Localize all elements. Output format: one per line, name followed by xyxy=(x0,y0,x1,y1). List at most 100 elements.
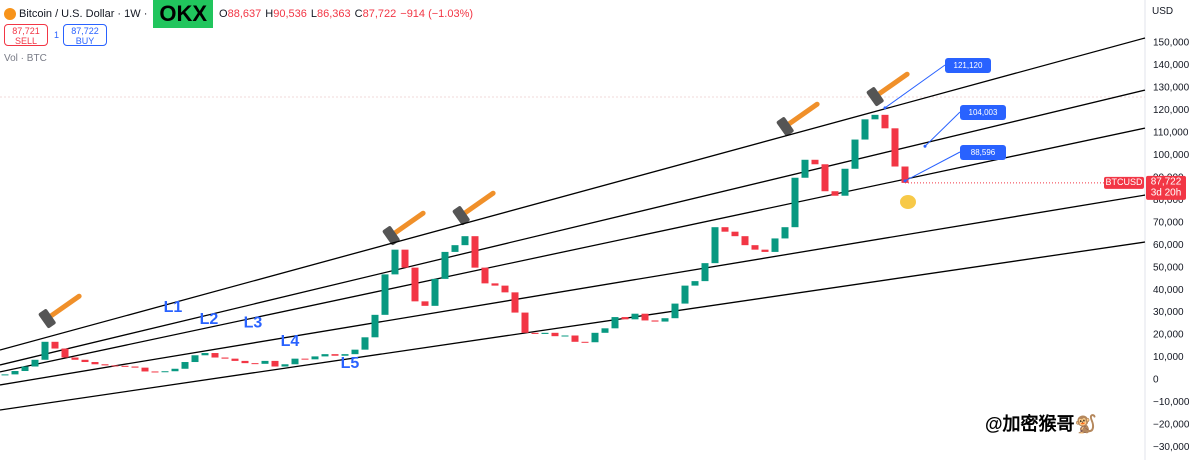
callout-label: 88,596 xyxy=(971,148,996,157)
symbol: Bitcoin / U.S. Dollar · 1W · xyxy=(19,8,148,20)
bitcoin-icon xyxy=(4,8,16,20)
line-label: L2 xyxy=(200,311,219,328)
watermark: @加密猴哥🐒 xyxy=(985,414,1097,434)
candle xyxy=(811,159,819,165)
candle xyxy=(141,367,149,372)
header: Bitcoin / U.S. Dollar · 1W · OKX O88,637… xyxy=(4,0,473,28)
hammer-icon xyxy=(452,190,496,226)
y-tick-label: 20,000 xyxy=(1153,330,1184,341)
candle xyxy=(481,267,489,284)
y-tick-label: 50,000 xyxy=(1153,262,1184,273)
callout-arrow xyxy=(904,151,961,182)
hand-icon xyxy=(900,195,916,209)
y-tick-label: 0 xyxy=(1153,375,1159,386)
candle xyxy=(601,328,609,333)
candle xyxy=(731,231,739,237)
candle xyxy=(681,285,689,304)
y-tick-label: 60,000 xyxy=(1153,240,1184,251)
trend-line xyxy=(0,127,1146,373)
y-tick-label: 130,000 xyxy=(1153,83,1190,94)
symbol-tag-bg xyxy=(1104,176,1144,189)
candle xyxy=(891,128,899,167)
hammer-icon xyxy=(776,101,820,137)
candle xyxy=(101,364,109,366)
candle xyxy=(31,359,39,367)
candle xyxy=(741,236,749,246)
hammer-icon xyxy=(866,71,910,107)
candle xyxy=(171,368,179,372)
y-tick-label: 10,000 xyxy=(1153,352,1184,363)
candle xyxy=(541,332,549,334)
candle xyxy=(11,371,19,375)
candle xyxy=(671,303,679,319)
candle xyxy=(251,363,259,365)
candle xyxy=(821,164,829,192)
y-tick-label: 140,000 xyxy=(1153,60,1190,71)
candle xyxy=(21,366,29,372)
ohlc-key: C xyxy=(354,8,363,20)
candle xyxy=(51,341,59,349)
exchange-badge: OKX xyxy=(153,0,214,28)
line-label: L5 xyxy=(341,355,360,372)
callout-tip xyxy=(923,144,927,148)
candle xyxy=(231,358,239,361)
candle xyxy=(421,301,429,306)
callout-label: 104,003 xyxy=(969,108,998,117)
candle xyxy=(721,227,729,232)
candle xyxy=(131,366,139,368)
y-tick-label: 70,000 xyxy=(1153,217,1184,228)
y-tick-label: 80,000 xyxy=(1153,195,1184,206)
candle xyxy=(111,365,119,367)
candle xyxy=(551,332,559,337)
callout-box xyxy=(945,58,991,73)
candle xyxy=(781,227,789,239)
candle xyxy=(411,267,419,302)
candle xyxy=(651,320,659,322)
buy-button[interactable]: 87,722 BUY xyxy=(63,24,107,46)
hammer-icon xyxy=(382,210,426,246)
y-tick-label: −10,000 xyxy=(1153,397,1190,408)
currency: USD xyxy=(1152,6,1174,17)
candle xyxy=(191,355,199,363)
spread: 1 xyxy=(54,30,60,40)
candle xyxy=(441,251,449,279)
candle xyxy=(491,283,499,286)
candle xyxy=(91,362,99,365)
sell-price: 87,721 xyxy=(12,26,40,36)
price-tag: 87,722 xyxy=(1151,177,1182,188)
ohlc-value: 90,536 xyxy=(273,8,307,20)
candle xyxy=(521,312,529,333)
candle xyxy=(61,348,69,358)
line-label: L3 xyxy=(244,314,263,331)
candle xyxy=(41,341,49,360)
candle xyxy=(531,332,539,334)
candle xyxy=(391,249,399,275)
candle xyxy=(791,177,799,228)
candle xyxy=(901,166,909,183)
ohlc-key: O xyxy=(219,8,228,20)
candle xyxy=(501,285,509,293)
ohlc-value: 86,363 xyxy=(317,8,351,20)
callout-arrow xyxy=(884,64,946,109)
candle xyxy=(571,335,579,342)
ohlc: O88,637 H90,536 L86,363 C87,722 xyxy=(219,8,400,20)
candle xyxy=(211,353,219,358)
candle xyxy=(851,139,859,169)
buy-price: 87,722 xyxy=(71,26,99,36)
candle xyxy=(701,263,709,282)
candle xyxy=(691,281,699,286)
trend-line xyxy=(0,89,1146,366)
candle xyxy=(471,236,479,268)
candle xyxy=(1,374,9,376)
hammer-icons xyxy=(38,71,910,329)
candle xyxy=(841,168,849,196)
candle xyxy=(801,159,809,178)
candle xyxy=(121,365,129,367)
candle xyxy=(631,313,639,320)
ohlc-value: 87,722 xyxy=(362,8,397,20)
sell-button[interactable]: 87,721 SELL xyxy=(4,24,48,46)
ohlc-key: L xyxy=(310,8,317,20)
callout-box xyxy=(960,105,1006,120)
candle xyxy=(561,335,569,337)
y-tick-label: 150,000 xyxy=(1153,38,1190,49)
